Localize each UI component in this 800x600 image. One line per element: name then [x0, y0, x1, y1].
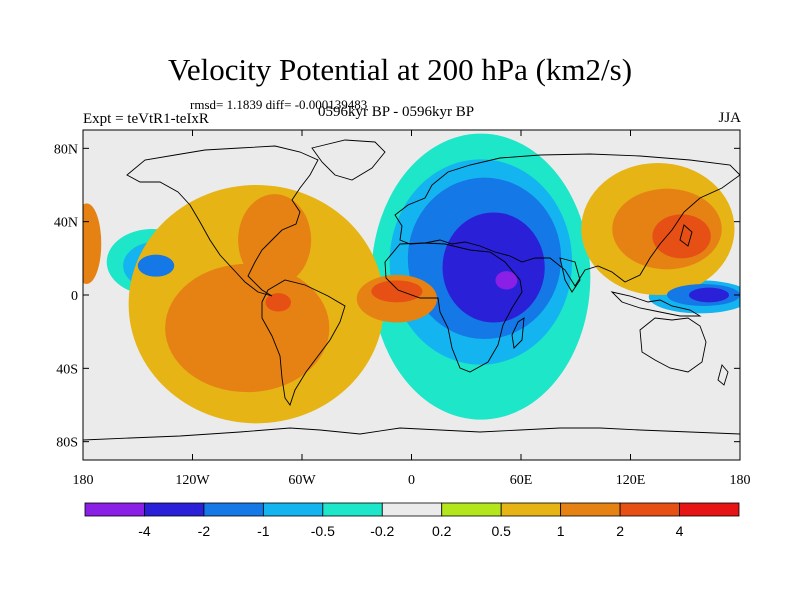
chart-subtitle: rmsd= 1.1839 diff= -0.000139483 [190, 97, 368, 112]
colorbar-label: -0.2 [370, 523, 394, 539]
contour-america-maximum [165, 263, 330, 393]
coastline-south-america [261, 279, 346, 406]
coastline-antarctica [83, 427, 740, 441]
y-axis: 80N 40N 0 40S 80S [54, 142, 740, 451]
colorbar-label: 0.5 [491, 523, 511, 539]
contour-asia-maximum [652, 214, 711, 259]
left-label: Expt = teVtR1-teIxR [83, 111, 209, 127]
contour-europe-africa-minimum [495, 271, 518, 290]
colorbar-swatch [381, 502, 443, 517]
colorbar-swatch [84, 502, 145, 517]
x-tick-label: 60E [510, 473, 533, 488]
coastline-japan [679, 224, 693, 247]
colorbar-label: -1 [257, 523, 270, 539]
x-tick-label: 60W [288, 473, 316, 488]
x-tick-label: 180 [73, 473, 94, 488]
colorbar-label: 2 [616, 523, 624, 539]
coastline-indonesia [610, 291, 702, 317]
contour-east-pacific-minimum [137, 254, 175, 277]
contour-america-maximum [238, 194, 312, 286]
x-tick-label: 120E [616, 473, 646, 488]
x-tick-label: 180 [730, 473, 751, 488]
x-tick-label: 0 [408, 473, 415, 488]
x-tick-label: 120W [175, 473, 210, 488]
center-label: 0596kyr BP - 0596kyr BP [318, 104, 475, 120]
y-tick-label: 80N [54, 142, 78, 157]
colorbar-swatch [203, 502, 264, 517]
colorbar-swatch [322, 502, 383, 517]
coastline-africa [384, 242, 523, 373]
colorbar-swatch [679, 502, 740, 517]
colorbar-label: -2 [198, 523, 211, 539]
colorbar-swatch [500, 502, 562, 517]
y-tick-label: 40S [56, 362, 78, 377]
coastline-india [559, 257, 581, 293]
contour-west-africa-maximum [371, 280, 423, 303]
contour-europe-africa-minimum [442, 212, 545, 323]
coastline-new-zealand [717, 364, 729, 386]
colorbar-swatch [441, 502, 502, 517]
coastline-greenland [311, 139, 386, 181]
colorbar-label: 0.2 [432, 523, 452, 539]
colorbar: -4 -2 -1 -0.5 -0.2 0.2 0.5 1 2 4 [84, 502, 740, 539]
colorbar-swatch [262, 502, 324, 517]
coastline-eurasia [394, 153, 740, 287]
coastlines [83, 139, 740, 441]
contour-america-maximum [265, 293, 292, 312]
contour-date-line-maximum [83, 203, 102, 284]
colorbar-label: -0.5 [311, 523, 335, 539]
y-tick-label: 40N [54, 216, 78, 231]
colorbar-swatch [560, 502, 621, 517]
y-tick-label: 80S [56, 436, 78, 451]
coastline-north-america [126, 145, 319, 297]
contour-west-pacific-minimum [688, 287, 730, 303]
coastline-australia [639, 317, 707, 373]
colorbar-label: 1 [557, 523, 565, 539]
chart-title: Velocity Potential at 200 hPa (km2/s) [167, 52, 633, 87]
x-axis: 180 120W 60W 0 60E 120E 180 [73, 130, 751, 488]
colorbar-swatch [619, 502, 680, 517]
right-label: JJA [718, 110, 741, 126]
colorbar-label: -4 [138, 523, 151, 539]
colorbar-label: 4 [676, 523, 684, 539]
coastline-madagascar [511, 317, 525, 349]
colorbar-swatch [144, 502, 205, 517]
y-tick-label: 0 [71, 289, 78, 304]
